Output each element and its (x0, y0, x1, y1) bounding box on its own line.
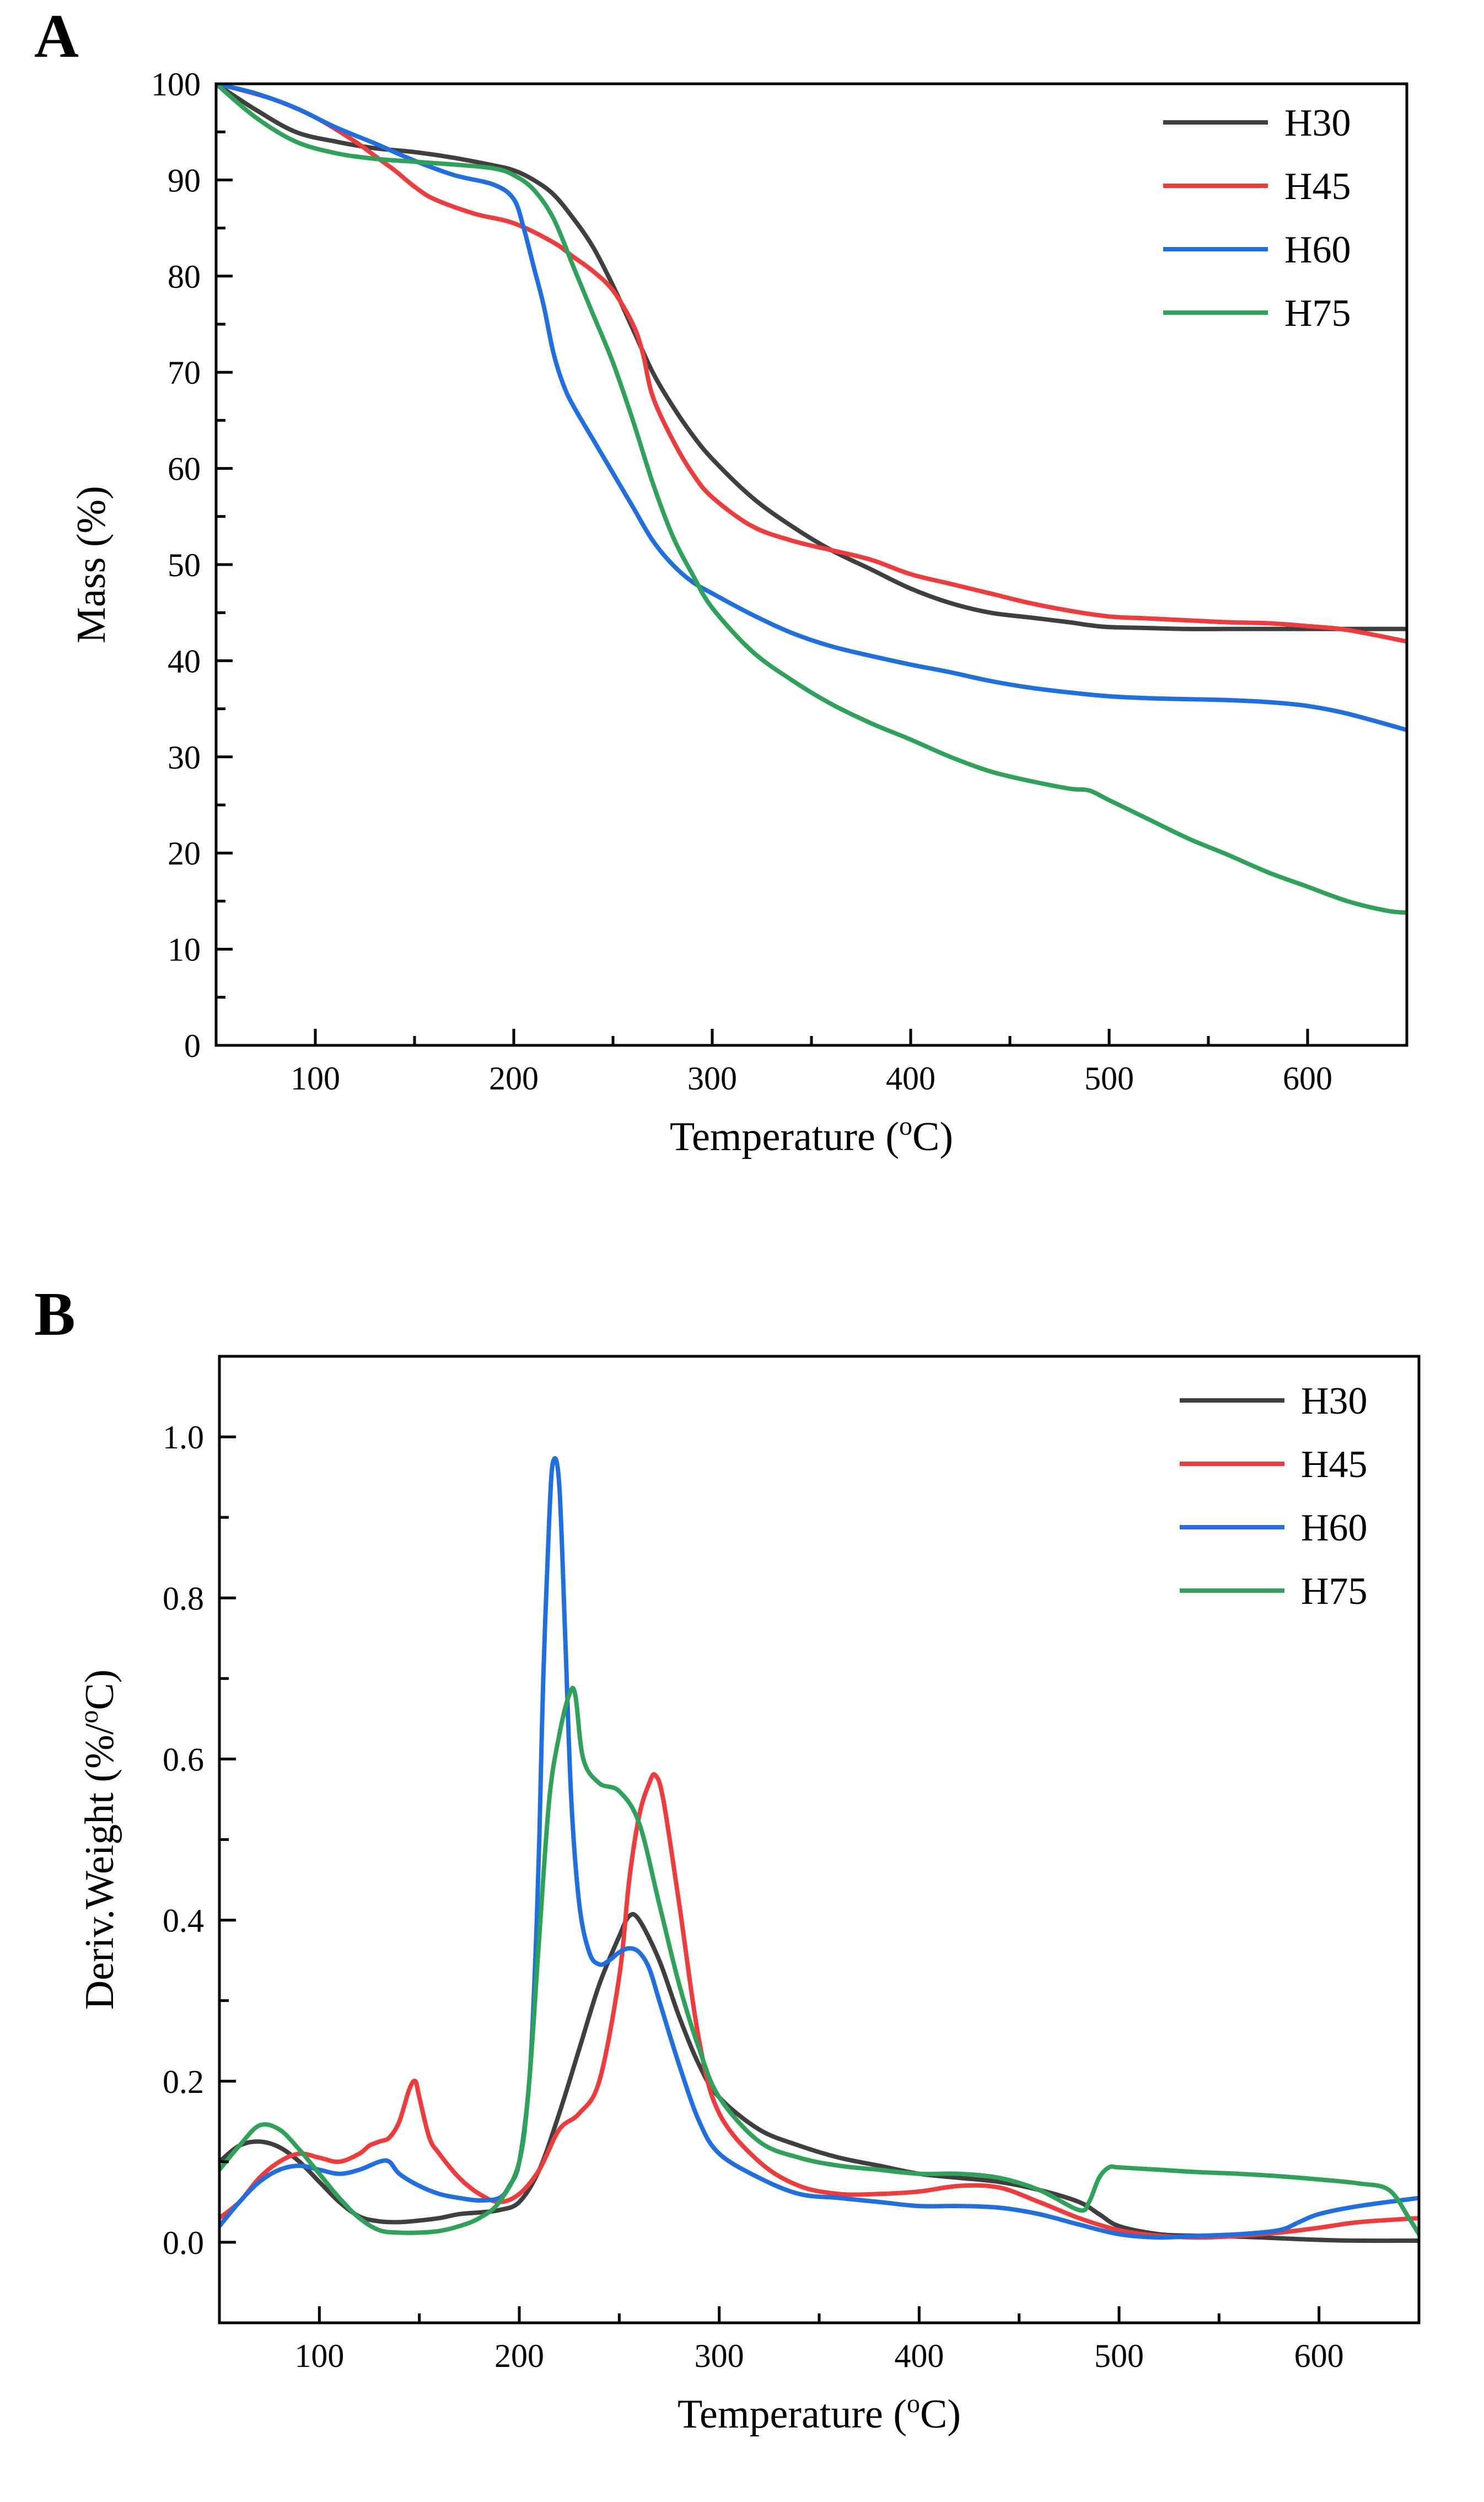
series-line-h75 (216, 84, 1407, 915)
y-tick-label: 40 (168, 643, 201, 679)
legend-label-h45: H45 (1284, 165, 1351, 208)
y-tick-label: 0.4 (163, 1903, 204, 1939)
x-tick-label: 300 (687, 1060, 737, 1097)
legend-label-h75: H75 (1284, 292, 1351, 335)
y-tick-label: 10 (168, 932, 201, 968)
x-tick-label: 400 (894, 2338, 944, 2374)
legend-label-h45: H45 (1301, 1443, 1368, 1486)
series-line-h30 (219, 1912, 1419, 2243)
x-tick-label: 100 (294, 2338, 344, 2374)
y-tick-label: 0 (184, 1028, 201, 1064)
y-tick-label: 70 (168, 355, 201, 391)
y-tick-label: 0.2 (163, 2064, 204, 2100)
plot-frame (214, 82, 1408, 1047)
deriv-weight-chart: 100 200 300 400 500 600 0.0 0.2 0.4 0.6 0.8 1.0 Temp… (74, 1355, 1421, 2437)
y-axis-title: Mass (%) (69, 486, 114, 643)
y-tick-label: 0.0 (163, 2225, 204, 2261)
series-line-h45 (216, 84, 1407, 644)
x-tick-label: 500 (1084, 1060, 1134, 1097)
panel-letter-a: A (34, 2, 79, 71)
x-tick-label: 200 (489, 1060, 539, 1097)
series-line-h30 (216, 84, 1407, 631)
y-tick-label: 100 (151, 66, 201, 103)
x-tick-label: 400 (886, 1060, 935, 1097)
mass-chart: 100 200 300 400 500 600 0 10 20 30 40 50 60 70 80 90 100… (69, 66, 1408, 1159)
legend-label-h60: H60 (1284, 229, 1351, 271)
y-tick-label: 80 (168, 259, 201, 295)
series-line-h60 (219, 1456, 1419, 2240)
legend-label-h60: H60 (1301, 1507, 1368, 1549)
y-axis-title: Deriv.Weight (%/oC) (74, 1669, 122, 2010)
legend-label-h75: H75 (1301, 1570, 1368, 1613)
x-tick-label: 500 (1094, 2338, 1144, 2374)
x-tick-label: 200 (494, 2338, 544, 2374)
x-axis-title: Temperature (oC) (670, 1112, 953, 1159)
x-tick-label: 600 (1294, 2338, 1344, 2374)
x-axis-title: Temperature (oC) (678, 2389, 961, 2437)
series-line-h75 (219, 1685, 1419, 2237)
series-line-h60 (216, 84, 1407, 732)
y-tick-label: 30 (168, 739, 201, 776)
y-tick-label: 50 (168, 547, 201, 583)
plot-frame (218, 1355, 1421, 2324)
x-tick-label: 100 (291, 1060, 340, 1097)
y-tick-label: 0.6 (163, 1741, 204, 1778)
x-tick-label: 600 (1283, 1060, 1332, 1097)
series-line-h45 (219, 1772, 1419, 2240)
y-tick-label: 1.0 (163, 1419, 204, 1456)
x-tick-label: 300 (695, 2338, 744, 2374)
y-tick-label: 20 (168, 835, 201, 872)
y-tick-label: 0.8 (163, 1580, 204, 1617)
legend-label-h30: H30 (1284, 102, 1351, 144)
y-tick-label: 90 (168, 162, 201, 198)
y-tick-label: 60 (168, 451, 201, 487)
legend-label-h30: H30 (1301, 1380, 1368, 1422)
panel-letter-b: B (34, 1280, 76, 1349)
